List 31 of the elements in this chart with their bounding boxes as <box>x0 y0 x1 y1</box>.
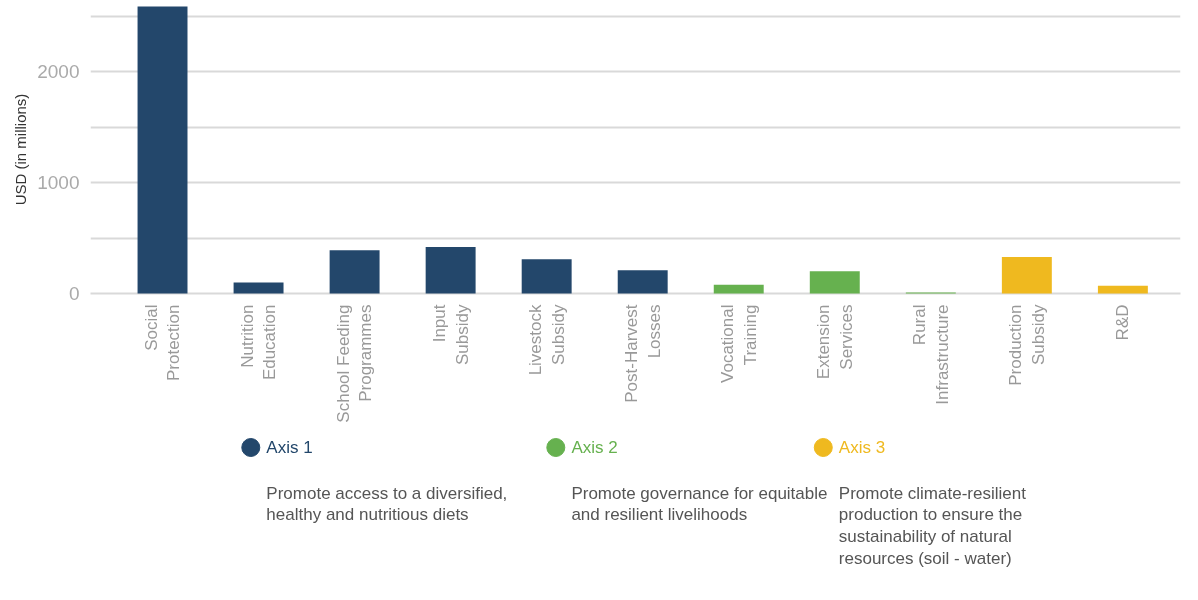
legend-label: Axis 1 <box>266 438 313 457</box>
x-tick-label: Vocational Training <box>717 304 760 383</box>
x-tick-label: Nutrition Education <box>237 304 280 381</box>
text: Promote governance for equitable and resilient livelihoods <box>571 483 828 525</box>
x-tick-label: Social Protection <box>141 304 184 382</box>
text: Promote climate-resilient production to ensure the sustainability of natural resources (soil - water) <box>838 483 1027 569</box>
bar <box>137 6 188 294</box>
x-tick-label: Input Subsidy <box>429 304 472 365</box>
x-tick-label: School Feeding Programmes <box>333 304 376 423</box>
bar <box>1097 285 1148 294</box>
bar <box>1001 256 1052 294</box>
x-tick-label: Extension Services <box>813 304 856 380</box>
y-tick-label: 0 <box>68 283 80 304</box>
x-tick-label: Livestock Subsidy <box>525 304 568 376</box>
legend-label: Axis 2 <box>571 438 618 457</box>
bar <box>521 259 572 294</box>
bar <box>329 250 380 294</box>
bar <box>233 282 284 294</box>
y-tick-label: 2000 <box>37 61 80 83</box>
x-tick-label: R&D <box>1113 304 1133 341</box>
x-tick-label: Rural Infrastructure <box>909 304 952 405</box>
bar <box>425 246 476 294</box>
y-axis-title: USD (in millions) <box>12 93 30 206</box>
bar <box>713 284 764 294</box>
text: Promote access to a diversified, healthy and nutritious diets <box>266 483 508 525</box>
legend-label: Axis 3 <box>838 438 886 457</box>
bar <box>617 270 668 294</box>
x-tick-label: Post-Harvest Losses <box>621 304 664 403</box>
bar <box>809 271 860 294</box>
x-tick-label: Production Subsidy <box>1005 304 1048 386</box>
y-tick-label: 1000 <box>37 172 80 194</box>
